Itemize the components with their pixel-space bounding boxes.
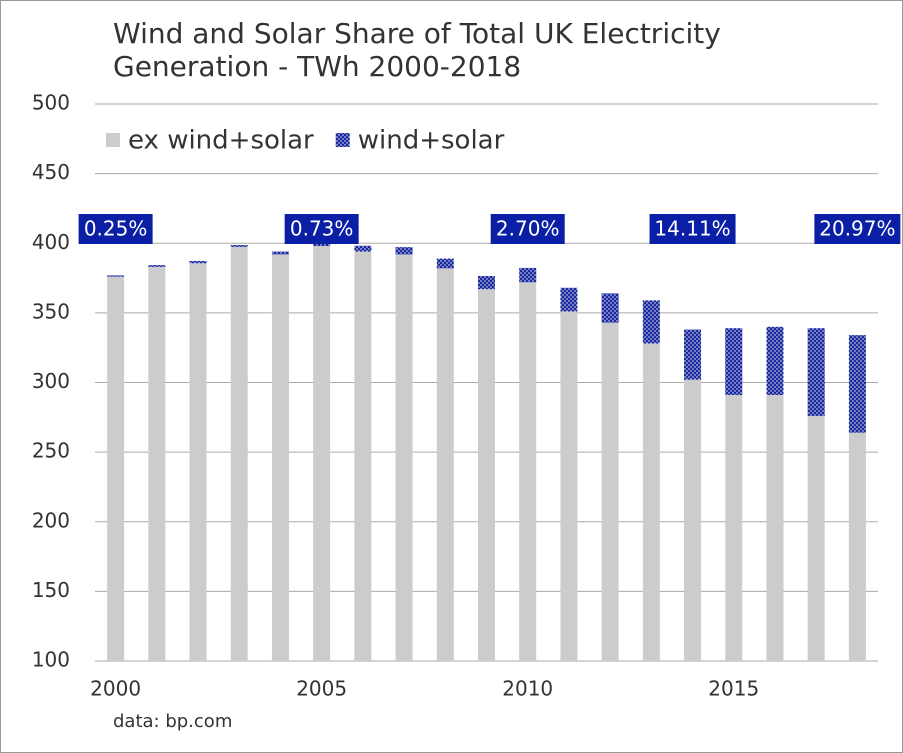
y-tick-label: 350 — [32, 299, 70, 323]
bar-segment — [395, 247, 413, 255]
annotation-box — [284, 214, 359, 244]
bar-segment — [271, 251, 289, 255]
y-tick-label: 400 — [32, 230, 70, 254]
source: data: bp.com — [113, 711, 232, 732]
bar-segment — [766, 395, 784, 661]
bar-segment — [684, 379, 702, 661]
legend-label: wind+solar — [358, 126, 505, 156]
bar-segment — [725, 328, 743, 396]
y-tick-label: 250 — [32, 439, 70, 463]
bar-segment — [313, 246, 331, 661]
y-tick-label: 150 — [32, 578, 70, 602]
bar-segment — [436, 258, 454, 269]
bar-segment — [848, 335, 866, 433]
bar-segment — [601, 322, 619, 661]
bar-segment — [230, 246, 248, 662]
bar-segment — [271, 254, 289, 661]
bar-segment — [601, 293, 619, 323]
legend-label: ex wind+solar — [128, 126, 314, 156]
bar-segment — [189, 263, 207, 661]
bar-segment — [107, 275, 125, 277]
annotation-box — [78, 214, 153, 244]
bar-segment — [148, 266, 166, 661]
annotation: 0.73% — [290, 217, 354, 241]
x-tick-label: 2000 — [90, 677, 141, 701]
bar-segment — [807, 415, 825, 661]
y-tick-label: 450 — [32, 160, 70, 184]
bar-segment — [148, 265, 166, 267]
bar-segment — [560, 287, 578, 312]
bar-segment — [519, 282, 537, 661]
chart-title: Wind and Solar Share of Total UK Electri… — [113, 17, 721, 50]
legend-swatch — [335, 133, 350, 147]
bar-segment — [107, 276, 125, 661]
y-tick-label: 500 — [32, 91, 70, 115]
bar-segment — [436, 268, 454, 661]
bar-segment — [684, 329, 702, 380]
bar-segment — [478, 275, 495, 290]
annotation-box — [490, 214, 565, 244]
bar-segment — [848, 432, 866, 661]
legend-swatch — [106, 133, 120, 147]
bar-segment — [766, 326, 784, 396]
bar-segment — [189, 260, 207, 264]
bar-segment — [519, 267, 537, 283]
y-tick-label: 200 — [32, 508, 70, 532]
x-tick-label: 2010 — [502, 677, 553, 701]
annotation: 0.25% — [84, 217, 148, 241]
bar-segment — [725, 395, 743, 661]
annotation: 14.11% — [654, 217, 730, 241]
annotation-box — [814, 214, 901, 244]
bar-segment — [313, 241, 331, 247]
bar-segment — [230, 245, 248, 247]
bar-segment — [354, 245, 372, 252]
y-tick-label: 100 — [32, 648, 70, 672]
y-tick-label: 300 — [32, 369, 70, 393]
bar-segment — [478, 289, 495, 661]
bar-segment — [807, 328, 825, 416]
x-tick-label: 2005 — [296, 677, 347, 701]
bar-segment — [642, 300, 660, 344]
bar-segment — [354, 251, 372, 662]
chart-title: Generation - TWh 2000-2018 — [113, 50, 521, 83]
annotation: 2.70% — [496, 217, 560, 241]
annotation: 20.97% — [819, 217, 895, 241]
bar-segment — [560, 311, 578, 661]
bar-segment — [395, 254, 413, 661]
annotation-box — [649, 214, 736, 244]
bar-segment — [642, 343, 660, 661]
x-tick-label: 2015 — [708, 677, 759, 701]
